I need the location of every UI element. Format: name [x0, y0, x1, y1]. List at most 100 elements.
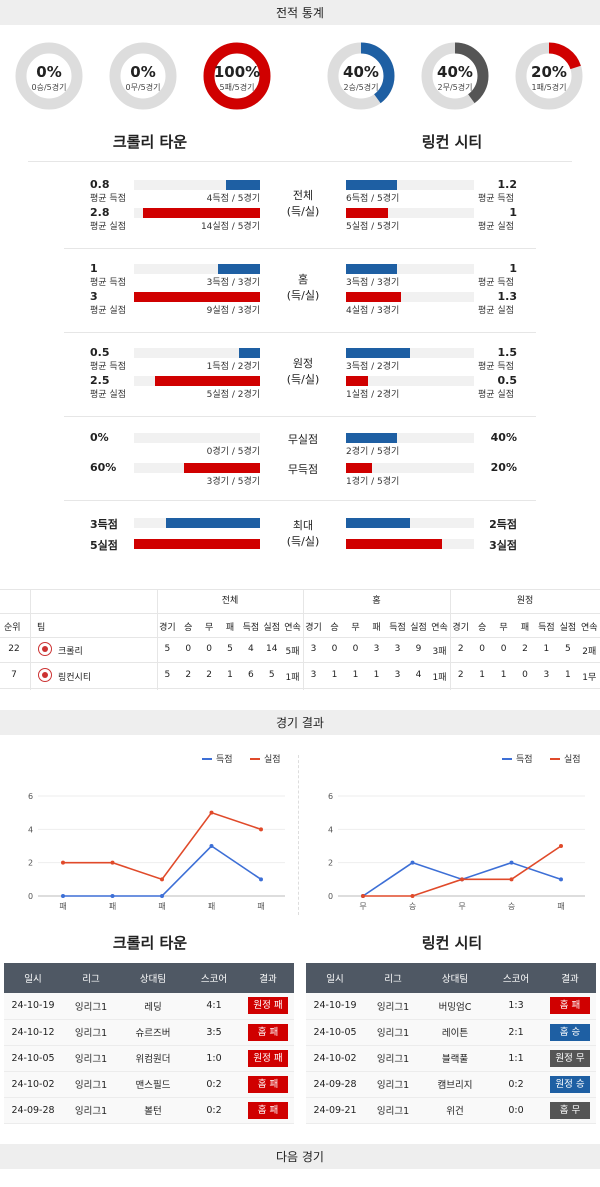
- table-cell-result: 홈 패: [242, 1019, 294, 1046]
- team-header: 팀: [37, 623, 46, 633]
- away-stat-value: 1.3: [497, 290, 518, 303]
- standings-cell: 1: [227, 670, 233, 680]
- away-stat-value: 0.5: [497, 374, 518, 387]
- home-stat-value: 3: [90, 290, 98, 303]
- standings-col-header: 무: [205, 623, 214, 633]
- home-bar: [238, 348, 260, 358]
- standings-col-header: 득점: [242, 623, 260, 633]
- x-tick-label: 승: [409, 902, 416, 911]
- standings-cell: 1패: [285, 673, 300, 683]
- away-stat-detail: 5실점 / 5경기: [346, 222, 400, 232]
- standings-cell: 4: [247, 644, 254, 654]
- standings-cell: 14: [265, 644, 278, 654]
- table-header: 스코어: [186, 963, 242, 993]
- recent-results-table: 일시 리그 상대팀 스코어 결과 24-10-19 잉리그1 레딩 4:1 원정 패 24-10-1…: [4, 963, 294, 1124]
- bar-track: [346, 208, 474, 218]
- table-cell-result: 원정 무: [544, 1045, 596, 1072]
- donut-subtext: 1패/5경기: [531, 83, 567, 92]
- standings-col-header: 승: [478, 623, 487, 633]
- standings-rank: 7: [11, 670, 17, 680]
- stat-group-label: 홈 (득/실): [286, 273, 320, 302]
- bar-track: [346, 518, 474, 528]
- away-stat-label: 평균 득점: [478, 278, 514, 288]
- bar-track: [346, 292, 474, 302]
- table-cell-score: 1:3: [488, 993, 544, 1020]
- away-stat-label: 평균 실점: [478, 306, 514, 316]
- table-row[interactable]: 24-10-02 잉리그1 맨스필드 0:2 홈 패: [4, 1071, 294, 1098]
- table-cell-date: 24-10-05: [4, 1045, 62, 1072]
- table-row[interactable]: 24-10-12 잉리그1 슈르즈버 3:5 홈 패: [4, 1019, 294, 1046]
- away-stat-label: 평균 실점: [478, 222, 514, 232]
- standings-cell: 2: [185, 670, 192, 680]
- table-cell-opp: 레딩: [120, 993, 186, 1020]
- data-point: [160, 894, 164, 898]
- away-bar: [346, 348, 410, 358]
- x-tick-label: 승: [508, 902, 515, 911]
- standings-cell: 0: [479, 644, 485, 654]
- divider: [0, 613, 600, 614]
- standings-cell: 2: [457, 670, 464, 680]
- standings-cell: 2: [522, 644, 528, 654]
- table-header: 상대팀: [120, 963, 186, 993]
- table-header: 스코어: [488, 963, 544, 993]
- section-header-next: 다음 경기: [0, 1144, 600, 1169]
- table-cell-league: 잉리그1: [62, 1097, 120, 1124]
- home-bar: [155, 376, 260, 386]
- table-cell-opp: 맨스필드: [120, 1071, 186, 1098]
- table-row[interactable]: 24-09-21 잉리그1 위건 0:0 홈 무: [306, 1097, 596, 1124]
- standings-team[interactable]: 링컨시티: [58, 673, 92, 683]
- standings-group-header: 원정: [516, 596, 534, 606]
- x-tick-label: 무: [359, 902, 366, 911]
- stat-center-label: 무득점: [287, 463, 319, 476]
- table-cell-score: 0:2: [488, 1071, 544, 1098]
- bar-track: [134, 539, 260, 549]
- data-point: [509, 860, 514, 865]
- table-row[interactable]: 24-10-05 잉리그1 위컴원더 1:0 원정 패: [4, 1045, 294, 1072]
- x-tick-label: 패: [109, 901, 116, 911]
- table-row[interactable]: 24-10-02 잉리그1 블랙풀 1:1 원정 무: [306, 1045, 596, 1072]
- standings-col-header: 패: [520, 623, 530, 633]
- bar-track: [134, 292, 260, 302]
- table-row[interactable]: 24-09-28 잉리그1 볼턴 0:2 홈 패: [4, 1097, 294, 1124]
- bar-track: [134, 518, 260, 528]
- home-stat-value: 2.8: [90, 206, 110, 219]
- standings-group-header: 전체: [221, 596, 239, 606]
- home-stat-detail: 0경기 / 5경기: [206, 447, 260, 457]
- table-row[interactable]: 24-10-19 잉리그1 레딩 4:1 원정 패: [4, 993, 294, 1020]
- donut-subtext: 0무/5경기: [125, 83, 161, 92]
- table-cell-result: 홈 패: [242, 1097, 294, 1124]
- y-tick-label: 2: [28, 859, 33, 868]
- table-cell-league: 잉리그1: [62, 1019, 120, 1046]
- x-tick-label: 무: [458, 902, 465, 911]
- away-stat-value: 40%: [490, 431, 517, 444]
- table-row[interactable]: 24-10-19 잉리그1 버밍엄C 1:3 홈 패: [306, 993, 596, 1020]
- standings-col-header: 연속: [581, 623, 598, 633]
- bar-track: [346, 264, 474, 274]
- away-stat-detail: 4실점 / 3경기: [346, 306, 400, 316]
- data-point: [509, 877, 514, 882]
- table-row[interactable]: 24-09-28 잉리그1 캠브리지 0:2 원정 승: [306, 1071, 596, 1098]
- standings-col-header: 실점: [263, 623, 280, 633]
- table-row[interactable]: 24-10-05 잉리그1 레이튼 2:1 홈 승: [306, 1019, 596, 1046]
- table-cell-league: 잉리그1: [62, 1045, 120, 1072]
- away-team-title: 링컨 시티: [421, 133, 483, 151]
- x-tick-label: 패: [158, 901, 165, 911]
- away-max-value: 3실점: [489, 539, 517, 552]
- table-header: 상대팀: [422, 963, 488, 993]
- table-cell-date: 24-10-19: [306, 993, 364, 1020]
- donut-percent: 0%: [36, 63, 62, 81]
- team-crest-icon: [38, 642, 52, 656]
- standings-cell: 3패: [432, 647, 447, 657]
- table-cell-opp: 위건: [422, 1097, 488, 1124]
- donut-chart: 100% 5패/5경기: [203, 42, 271, 110]
- standings-cell: 3: [373, 644, 380, 654]
- divider: [0, 637, 600, 638]
- standings-col-header: 승: [330, 623, 339, 633]
- y-tick-label: 0: [28, 892, 33, 901]
- home-team-title: 크롤리 타운: [112, 133, 188, 151]
- data-point: [410, 860, 415, 865]
- bar-track: [346, 348, 474, 358]
- standings-col-header: 실점: [559, 623, 577, 633]
- standings-team[interactable]: 크롤리: [58, 647, 83, 657]
- standings-col-header: 패: [225, 623, 235, 633]
